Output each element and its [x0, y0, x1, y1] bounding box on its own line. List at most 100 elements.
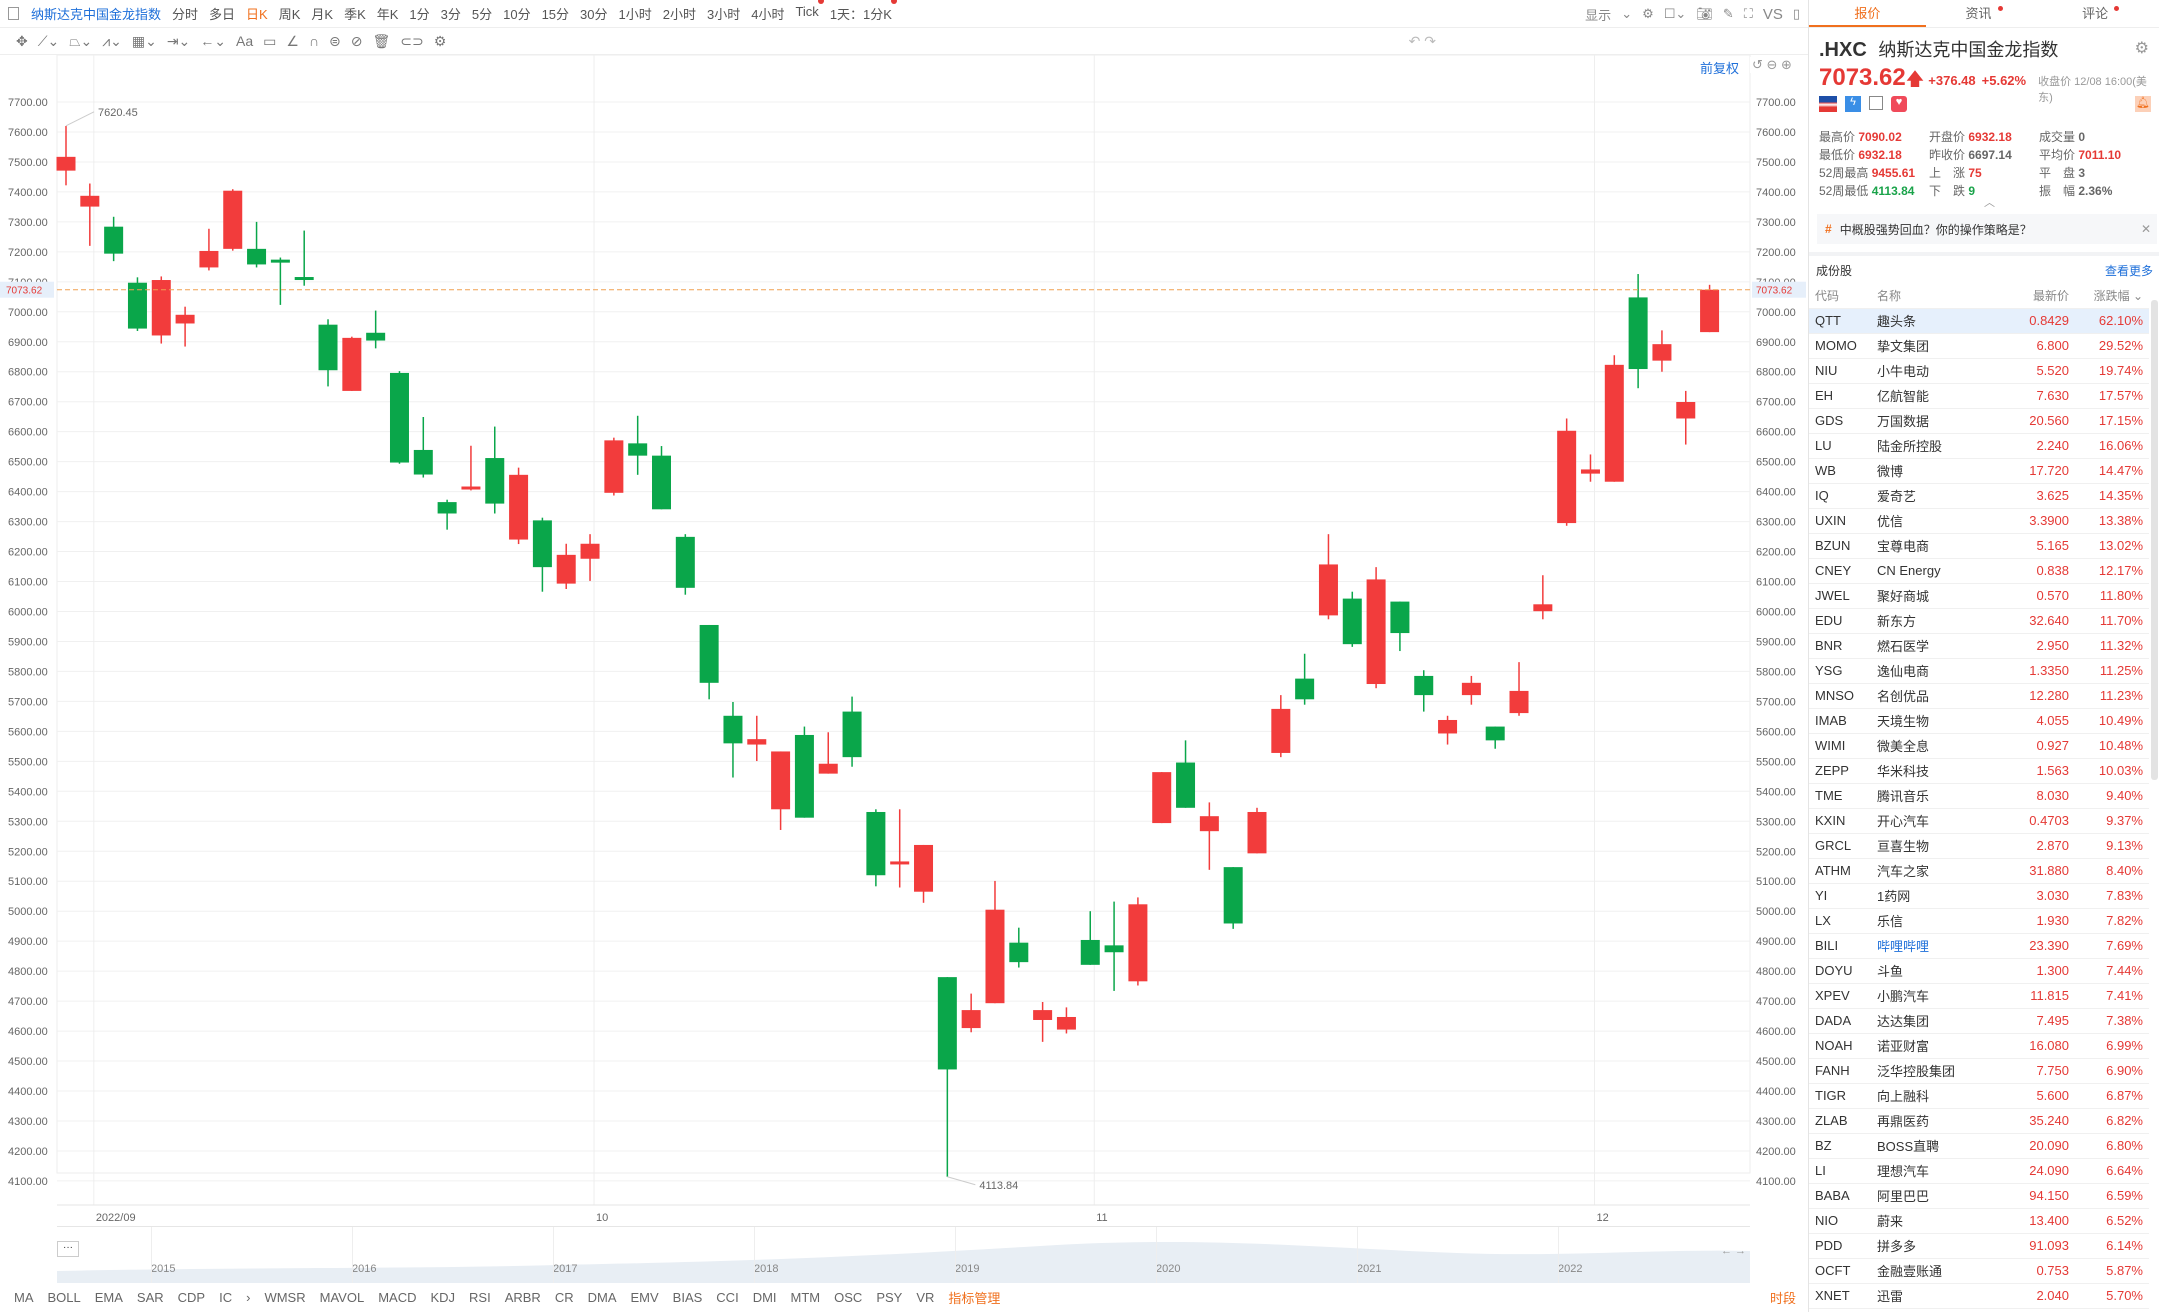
- favorite-heart-icon[interactable]: ♥: [1891, 96, 1907, 112]
- period-12[interactable]: 30分: [580, 7, 608, 22]
- table-row[interactable]: NIO 蔚来 13.400 6.52%: [1809, 1208, 2149, 1234]
- indicator-bias[interactable]: BIAS: [672, 1289, 703, 1305]
- table-row[interactable]: ZEPP 华米科技 1.563 10.03%: [1809, 758, 2149, 784]
- tab-comments[interactable]: 评论: [2042, 0, 2159, 27]
- navigator-more-button[interactable]: ···: [57, 1241, 79, 1257]
- panel-toggle-icon[interactable]: ▯: [1792, 6, 1800, 21]
- table-row[interactable]: TIGR 向上融科 5.600 6.87%: [1809, 1083, 2149, 1109]
- hide-icon[interactable]: ⊘: [350, 32, 363, 49]
- period-2[interactable]: 日K: [246, 7, 268, 22]
- indicator-wmsr[interactable]: WMSR: [264, 1289, 306, 1305]
- period-0[interactable]: 分时: [172, 7, 199, 22]
- sidebar-toggle-icon[interactable]: [8, 7, 19, 20]
- indicator-osc[interactable]: OSC: [834, 1289, 863, 1305]
- table-row[interactable]: BILI 哔哩哔哩 23.390 7.69%: [1809, 933, 2149, 959]
- period-4[interactable]: 月K: [311, 7, 334, 22]
- col-price[interactable]: 最新价: [1979, 283, 2075, 309]
- wave-tool-icon[interactable]: ⩘⌄: [102, 32, 122, 49]
- indicator-ema[interactable]: EMA: [94, 1289, 123, 1305]
- table-row[interactable]: MOMO 挚文集团 6.800 29.52%: [1809, 333, 2149, 359]
- table-row[interactable]: LI 理想汽车 24.090 6.64%: [1809, 1158, 2149, 1184]
- table-row[interactable]: GRCL 亘喜生物 2.870 9.13%: [1809, 833, 2149, 859]
- table-row[interactable]: ZLAB 再鼎医药 35.240 6.82%: [1809, 1108, 2149, 1134]
- document-icon[interactable]: [1869, 96, 1883, 110]
- topic-banner[interactable]: # 中概股强势回血？你的操作策略是？ ✕: [1817, 214, 2157, 244]
- angle-icon[interactable]: ∠: [286, 32, 299, 49]
- period-14[interactable]: 2小时: [662, 7, 696, 22]
- compare-icon[interactable]: ⊂⊃: [400, 32, 424, 49]
- arrow-tool-icon[interactable]: ←⌄: [200, 32, 227, 49]
- layout-icon[interactable]: ☐⌄: [1663, 6, 1687, 21]
- table-row[interactable]: BZ BOSS直聘 20.090 6.80%: [1809, 1133, 2149, 1159]
- col-name[interactable]: 名称: [1871, 283, 1979, 309]
- table-row[interactable]: UXIN 优信 3.3900 13.38%: [1809, 508, 2149, 534]
- table-row[interactable]: YI 1药网 3.030 7.83%: [1809, 883, 2149, 909]
- chevron-right-icon[interactable]: ›: [246, 1289, 251, 1305]
- table-row[interactable]: BABA 阿里巴巴 94.150 6.59%: [1809, 1183, 2149, 1209]
- move-icon[interactable]: ✥: [16, 32, 28, 49]
- table-row[interactable]: NOAH 诺亚财富 16.080 6.99%: [1809, 1033, 2149, 1059]
- period-7[interactable]: 1分: [409, 7, 430, 22]
- indicator-psy[interactable]: PSY: [876, 1289, 903, 1305]
- text-tool-icon[interactable]: Aa: [236, 33, 254, 49]
- zoom-controls-icon[interactable]: ↺ ⊖ ⊕: [1750, 57, 1794, 73]
- table-row[interactable]: FANH 泛华控股集团 7.750 6.90%: [1809, 1058, 2149, 1084]
- table-row[interactable]: CNEY CN Energy 0.838 12.17%: [1809, 558, 2149, 584]
- lightning-icon[interactable]: ϟ: [1845, 96, 1861, 112]
- collapse-chevron-icon[interactable]: ︿: [1984, 197, 1995, 209]
- period-9[interactable]: 5分: [471, 7, 493, 22]
- table-row[interactable]: KXIN 开心汽车 0.4703 9.37%: [1809, 808, 2149, 834]
- indicator-vr[interactable]: VR: [916, 1289, 935, 1305]
- period-3[interactable]: 周K: [278, 7, 301, 22]
- indicator-arbr[interactable]: ARBR: [504, 1289, 541, 1305]
- candlestick-chart[interactable]: 7700.00 7700.00 7600.00 7600.00 7500.00 7500.…: [0, 55, 1808, 1227]
- navigator-scroll-arrows-icon[interactable]: ← →: [1720, 1245, 1746, 1257]
- settings-icon[interactable]: ⚙: [2134, 40, 2149, 57]
- indicator-cdp[interactable]: CDP: [177, 1289, 206, 1305]
- display-dropdown[interactable]: 显示: [1585, 7, 1612, 23]
- indicator-ic[interactable]: IC: [219, 1289, 233, 1305]
- session-button[interactable]: 时段: [1769, 1290, 1796, 1306]
- indicator-mavol[interactable]: MAVOL: [319, 1289, 365, 1305]
- gear-icon[interactable]: ⚙: [433, 32, 447, 49]
- fib-tool-icon[interactable]: ▦⌄: [131, 32, 157, 49]
- settings-icon[interactable]: ⚙: [1642, 6, 1654, 21]
- indicator-emv[interactable]: EMV: [630, 1289, 659, 1305]
- adjust-mode-button[interactable]: 前复权: [1698, 58, 1742, 77]
- indicator-boll[interactable]: BOLL: [47, 1289, 81, 1305]
- period-15[interactable]: 3小时: [706, 7, 741, 22]
- table-row[interactable]: OCFT 金融壹账通 0.753 5.87%: [1809, 1258, 2149, 1284]
- period-6[interactable]: 年K: [376, 7, 399, 22]
- table-row[interactable]: LU 陆金所控股 2.240 16.06%: [1809, 433, 2149, 459]
- period-13[interactable]: 1小时: [618, 7, 652, 22]
- scrollbar[interactable]: [2151, 300, 2158, 780]
- indicator-dmi[interactable]: DMI: [752, 1289, 777, 1305]
- table-row[interactable]: LX 乐信 1.930 7.82%: [1809, 908, 2149, 934]
- table-row[interactable]: TME 腾讯音乐 8.030 9.40%: [1809, 783, 2149, 809]
- line-tool-icon[interactable]: ⟋⌄: [37, 32, 60, 49]
- period-11[interactable]: 15分: [541, 7, 570, 22]
- period-18[interactable]: 1天：1分K: [830, 0, 898, 23]
- indicator-sar[interactable]: SAR: [136, 1289, 164, 1305]
- lock-icon[interactable]: ⊜: [329, 32, 341, 49]
- indicator-rsi[interactable]: RSI: [469, 1289, 491, 1305]
- time-navigator[interactable]: ··· 2015 2016 2017 2018 2019 2020 2021 2022 ← →: [57, 1226, 1750, 1283]
- period-16[interactable]: 4小时: [751, 7, 785, 22]
- col-change[interactable]: 涨跌幅 ⌄: [2075, 283, 2149, 309]
- indicator-dma[interactable]: DMA: [587, 1289, 617, 1305]
- table-row[interactable]: EDU 新东方 32.640 11.70%: [1809, 608, 2149, 634]
- table-row[interactable]: PDD 拼多多 91.093 6.14%: [1809, 1233, 2149, 1259]
- indicator-kdj[interactable]: KDJ: [430, 1289, 456, 1305]
- period-8[interactable]: 3分: [440, 7, 461, 22]
- tab-news[interactable]: 资讯: [1926, 0, 2043, 27]
- table-row[interactable]: YSG 逸仙电商 1.3350 11.25%: [1809, 658, 2149, 684]
- table-row[interactable]: XPEV 小鹏汽车 11.815 7.41%: [1809, 983, 2149, 1009]
- table-row[interactable]: WIMI 微美全息 0.927 10.48%: [1809, 733, 2149, 759]
- table-row[interactable]: IMAB 天境生物 4.055 10.49%: [1809, 708, 2149, 734]
- indicator-cr[interactable]: CR: [554, 1289, 574, 1305]
- close-icon[interactable]: ✕: [2140, 222, 2151, 236]
- indicator-cci[interactable]: CCI: [716, 1289, 739, 1305]
- table-row[interactable]: BZUN 宝尊电商 5.165 13.02%: [1809, 533, 2149, 559]
- magnet-icon[interactable]: ∩: [308, 33, 319, 49]
- indicator-macd[interactable]: MACD: [378, 1289, 417, 1305]
